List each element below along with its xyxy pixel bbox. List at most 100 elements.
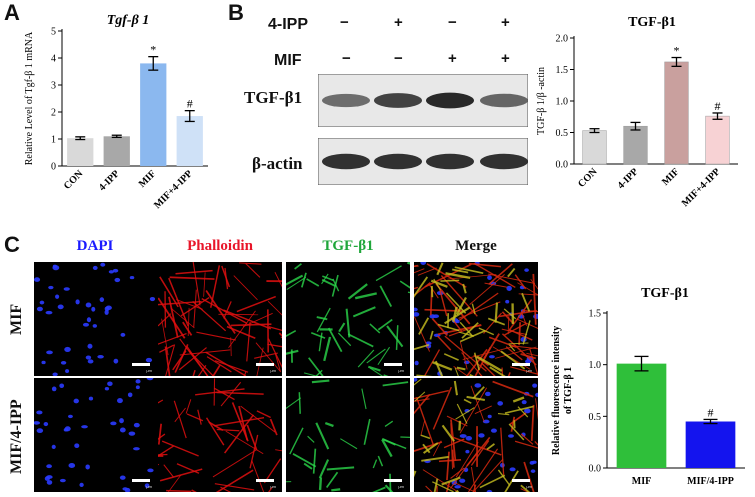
scale-bar-label: μm: [398, 484, 404, 489]
scale-bar-label: μm: [146, 484, 152, 489]
scale-bar: [384, 479, 402, 482]
chart-c-bar: [616, 363, 667, 468]
if-row-label-mif: MIF: [8, 303, 25, 335]
chart-b-ytick-label: 2.0: [556, 34, 569, 45]
scale-bar-label: μm: [526, 368, 532, 373]
blot-actin-band: [374, 153, 422, 170]
chart-a-bar: [103, 136, 130, 166]
chart-c-bar: [685, 421, 736, 468]
chart-a-category-label: MIF+4-IPP: [152, 168, 195, 211]
chart-a-category-label: CON: [62, 168, 86, 192]
blot-sign-mif-3: +: [448, 50, 457, 67]
chart-b-bar: [623, 125, 648, 165]
blot-actin-band: [426, 153, 474, 170]
panel-b-letter: B: [228, 0, 244, 25]
chart-c-ytick-label: 1.5: [589, 309, 602, 320]
blot-sign-mif-2: −: [394, 50, 403, 67]
blot-sign-mif-4: +: [501, 50, 510, 67]
blot-panel: 4-IPP MIF − + − + − − + +: [238, 10, 528, 190]
scale-bar: [384, 363, 402, 366]
if-header-dapi: DAPI: [76, 238, 114, 254]
chart-b-ytick-label: 0.0: [556, 160, 569, 171]
chart-c-ylabel: Relative fluorescence intensityof TGF-β …: [551, 326, 574, 455]
blot-label-actin: β-actin: [252, 154, 303, 173]
chart-a-category-label: 4-IPP: [97, 168, 122, 193]
micrograph-tgf-row1: μm: [286, 262, 410, 376]
panel-c-letter: C: [4, 232, 20, 257]
micrograph-tgf-row2: μm: [286, 378, 410, 492]
panel-a-letter: A: [4, 0, 20, 25]
chart-b-significance-mark: #: [715, 99, 721, 113]
chart-b-ytick-label: 1.5: [556, 65, 569, 76]
chart-b-ylabel: TGF-β 1/β -actin: [536, 67, 547, 135]
chart-b-title: TGF-β1: [628, 15, 676, 30]
blot-actin-image: [318, 138, 528, 185]
blot-actin-band: [480, 153, 528, 170]
chart-a-ytick-label: 1: [51, 135, 56, 146]
chart-b-significance-mark: *: [674, 44, 680, 58]
if-header-merge: Merge: [455, 238, 497, 254]
blot-sign-4ipp-1: −: [340, 14, 349, 31]
chart-b-category-label: 4-IPP: [616, 166, 641, 191]
chart-b-bar: [582, 130, 607, 165]
if-header-tgf: TGF-β1: [322, 238, 374, 254]
chart-c-ytick-label: 0.5: [589, 412, 602, 423]
blot-tgf-band: [426, 92, 474, 109]
micrograph-merge-row1: μm: [414, 262, 538, 376]
chart-a-significance-mark: *: [150, 43, 156, 57]
chart-a-ytick-label: 5: [51, 27, 56, 38]
blot-sign-4ipp-3: −: [448, 14, 457, 31]
micrograph-merge-row2: μm: [414, 378, 538, 492]
blot-actin-band: [322, 153, 370, 170]
blot-tgf-band: [322, 93, 370, 108]
chart-b-bar: [705, 115, 730, 165]
chart-a-ytick-label: 2: [51, 108, 56, 119]
blot-tgf-band: [480, 93, 528, 108]
chart-b-category-label: MIF: [660, 166, 682, 188]
chart-b-bar: [664, 61, 689, 165]
if-row-label-mif-4ipp: MIF/4-IPP: [8, 399, 25, 475]
scale-bar-label: μm: [270, 484, 276, 489]
scale-bar-label: μm: [270, 368, 276, 373]
scale-bar-label: μm: [146, 368, 152, 373]
blot-sign-4ipp-4: +: [501, 14, 510, 31]
chart-c-category-label: MIF/4-IPP: [687, 476, 734, 487]
chart-a-ytick-label: 3: [51, 81, 56, 92]
scale-bar-label: μm: [526, 484, 532, 489]
blot-row-4ipp-label: 4-IPP: [268, 16, 309, 33]
chart-a-ytick-label: 0: [51, 162, 56, 173]
chart-c-title: TGF-β1: [641, 286, 689, 301]
micrograph-dapi-row2: μm: [34, 378, 158, 492]
blot-tgf-band: [374, 93, 422, 108]
chart-a-bar: [176, 116, 203, 166]
chart-a-ylabel: Relative Level of Tgf-β 1 mRNA: [24, 31, 35, 165]
chart-a: Tgf-β 1 Relative Level of Tgf-β 1 mRNA 0 1 2…: [24, 14, 208, 211]
chart-a-title: Tgf-β 1: [107, 14, 150, 28]
micrograph-phalloidin-row2: μm: [158, 378, 282, 492]
micrograph-dapi-row1: μm: [34, 262, 158, 376]
chart-a-category-label: MIF: [137, 168, 159, 190]
chart-a-ytick-label: 4: [51, 54, 56, 65]
chart-c: TGF-β1 Relative fluorescence intensityof …: [551, 286, 745, 487]
scale-bar: [256, 479, 274, 482]
if-header-phalloidin: Phalloidin: [187, 238, 253, 254]
chart-c-ytick-label: 1.0: [589, 360, 602, 371]
chart-a-significance-mark: #: [187, 97, 193, 111]
micrograph-phalloidin-row1: μm: [158, 262, 282, 376]
chart-b-ytick-label: 1.0: [556, 97, 569, 108]
scale-bar: [132, 479, 150, 482]
chart-b: TGF-β1 TGF-β 1/β -actin 0.0 0.5 1.0 1.5 2.0 CON…: [536, 15, 738, 209]
chart-b-category-label: CON: [576, 166, 600, 190]
scale-bar: [256, 363, 274, 366]
chart-c-significance-mark: #: [708, 405, 714, 419]
chart-b-category-label: MIF+4-IPP: [680, 166, 723, 209]
chart-b-ytick-label: 0.5: [556, 128, 569, 139]
blot-sign-mif-1: −: [342, 50, 351, 67]
chart-a-bar: [140, 63, 167, 166]
chart-c-category-label: MIF: [632, 476, 651, 487]
blot-label-tgf: TGF-β1: [244, 88, 303, 107]
scale-bar-label: μm: [398, 368, 404, 373]
scale-bar: [512, 363, 530, 366]
blot-row-mif-label: MIF: [274, 52, 302, 69]
scale-bar: [512, 479, 530, 482]
